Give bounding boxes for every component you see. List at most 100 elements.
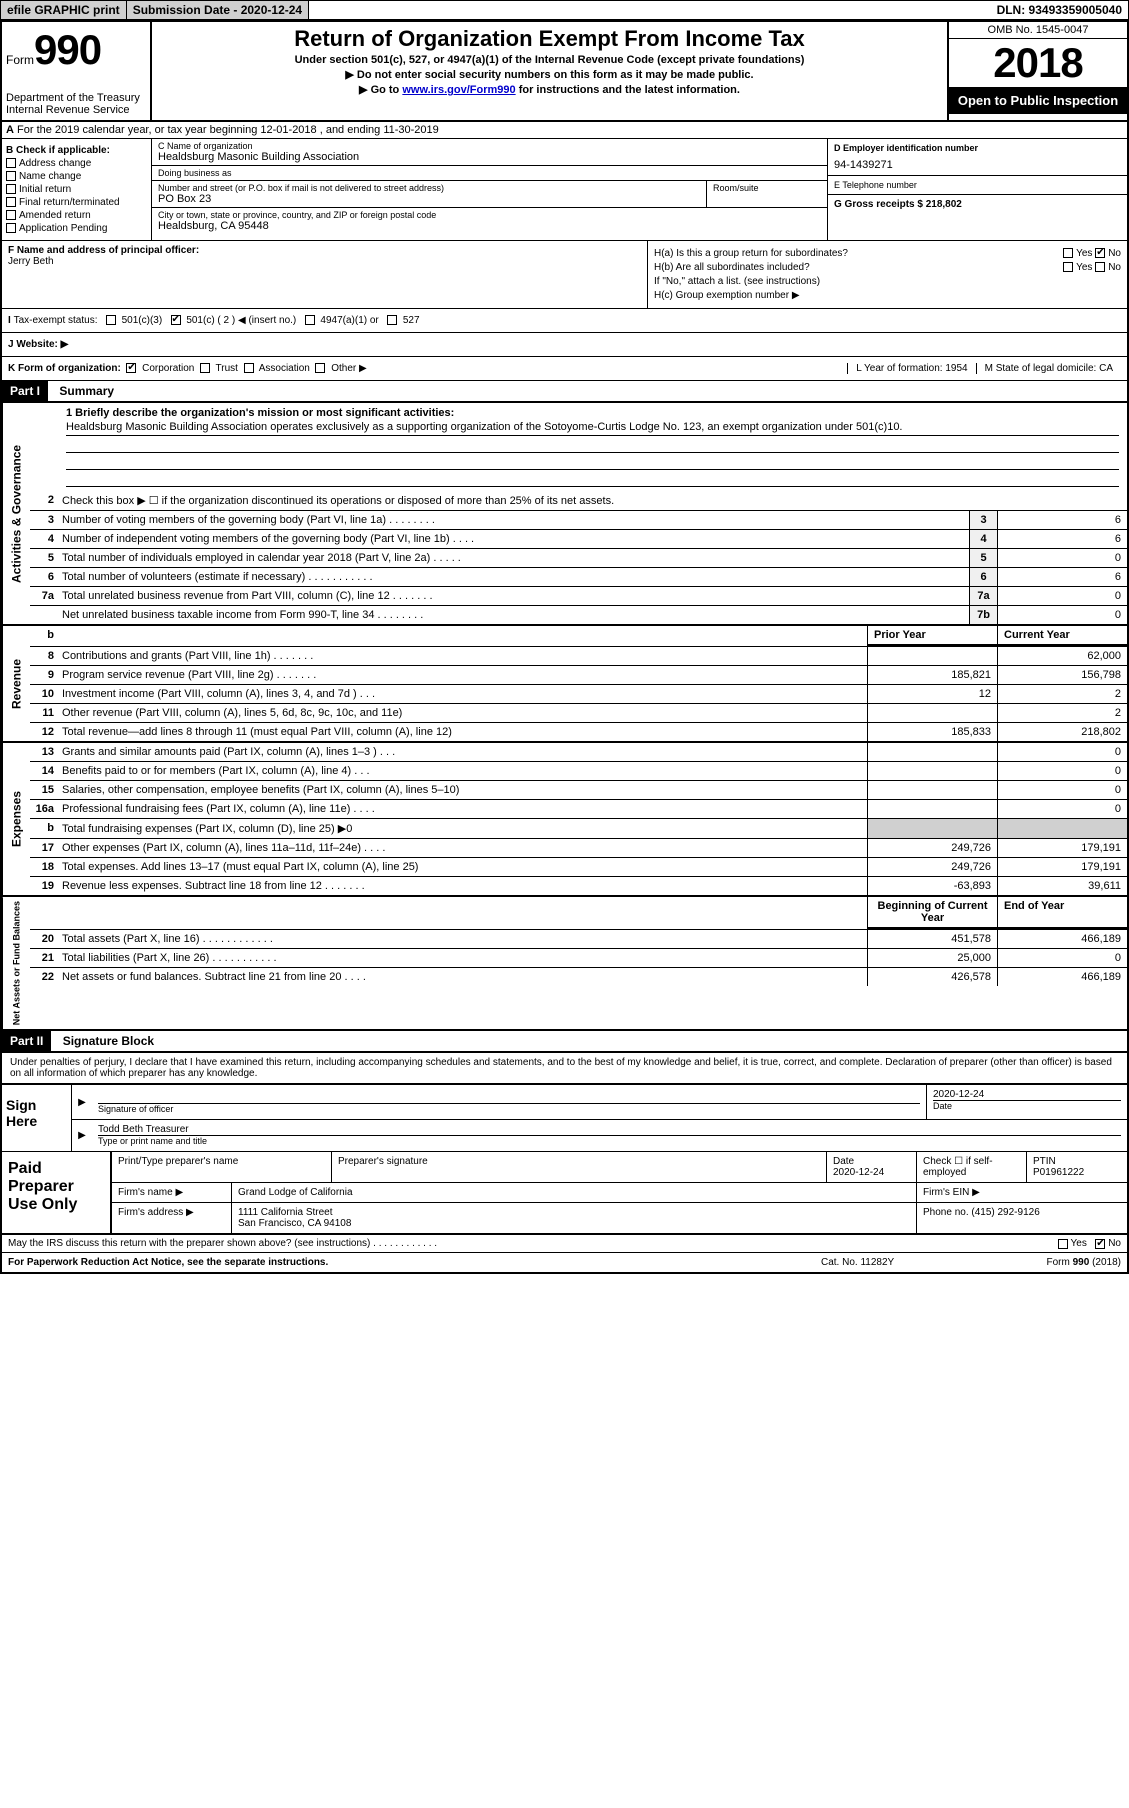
gov-line-6: 6Total number of volunteers (estimate if…	[30, 568, 1127, 587]
col-h: H(a) Is this a group return for subordin…	[647, 241, 1127, 308]
checkbox-initial-return[interactable]: Initial return	[6, 184, 147, 195]
header-right: OMB No. 1545-0047 2018 Open to Public In…	[947, 22, 1127, 120]
side-netassets: Net Assets or Fund Balances	[2, 897, 30, 1029]
checkbox-amended-return[interactable]: Amended return	[6, 210, 147, 221]
checkbox-address-change[interactable]: Address change	[6, 158, 147, 169]
ha-no[interactable]: No	[1095, 248, 1121, 259]
hb-no[interactable]: No	[1095, 262, 1121, 273]
side-governance: Activities & Governance	[2, 403, 30, 624]
k-opt-3[interactable]: Other ▶	[315, 363, 372, 374]
name-label: C Name of organization	[158, 141, 821, 151]
paid-preparer-block: Paid Preparer Use Only Print/Type prepar…	[2, 1152, 1127, 1235]
mission-text: Healdsburg Masonic Building Association …	[66, 419, 1119, 436]
city-label: City or town, state or province, country…	[158, 210, 821, 220]
checkbox-final-return-terminated[interactable]: Final return/terminated	[6, 197, 147, 208]
state-domicile: M State of legal domicile: CA	[976, 363, 1121, 374]
ha-label: H(a) Is this a group return for subordin…	[654, 248, 1063, 259]
line-20: 20Total assets (Part X, line 16) . . . .…	[30, 930, 1127, 949]
org-name: Healdsburg Masonic Building Association	[158, 151, 821, 163]
summary-revenue: Revenue b Prior Year Current Year 8Contr…	[2, 626, 1127, 743]
ptin: P01961222	[1033, 1167, 1084, 1178]
k-opt-0[interactable]: Corporation	[126, 363, 200, 374]
form-number: 990	[34, 26, 101, 74]
note-link: Go to www.irs.gov/Form990 for instructio…	[160, 83, 939, 96]
cb-527[interactable]	[387, 315, 397, 325]
firm-name: Grand Lodge of California	[232, 1183, 917, 1202]
checkbox-application-pending[interactable]: Application Pending	[6, 223, 147, 234]
open-inspection: Open to Public Inspection	[949, 87, 1127, 114]
side-revenue: Revenue	[2, 626, 30, 741]
form-ref: Form 990 (2018)	[971, 1257, 1121, 1268]
year-formation: L Year of formation: 1954	[847, 363, 975, 374]
gov-line-5: 5Total number of individuals employed in…	[30, 549, 1127, 568]
discuss-row: May the IRS discuss this return with the…	[2, 1235, 1127, 1253]
k-label: K Form of organization:	[8, 363, 121, 374]
efile-print-button[interactable]: efile GRAPHIC print	[1, 1, 127, 19]
cb-501c3[interactable]	[106, 315, 116, 325]
line-15: 15Salaries, other compensation, employee…	[30, 781, 1127, 800]
irs-link[interactable]: www.irs.gov/Form990	[402, 84, 515, 96]
gov-line-4: 4Number of independent voting members of…	[30, 530, 1127, 549]
line-12: 12Total revenue—add lines 8 through 11 (…	[30, 723, 1127, 741]
hc-label: H(c) Group exemption number ▶	[654, 290, 800, 301]
firm-phone: Phone no. (415) 292-9126	[917, 1203, 1127, 1233]
room-label: Room/suite	[713, 183, 821, 193]
phone-label: E Telephone number	[834, 180, 1121, 190]
ha-yes[interactable]: Yes	[1063, 248, 1092, 259]
row-a: A For the 2019 calendar year, or tax yea…	[2, 122, 1127, 139]
sig-name-label: Type or print name and title	[98, 1136, 207, 1146]
line-17: 17Other expenses (Part IX, column (A), l…	[30, 839, 1127, 858]
part1-header: Part I Summary	[2, 381, 1127, 403]
part1-title: Summary	[51, 381, 122, 401]
end-year-hdr: End of Year	[997, 897, 1127, 929]
cb-501c[interactable]	[171, 315, 181, 325]
prep-sig-hdr: Preparer's signature	[332, 1152, 827, 1182]
page-footer: For Paperwork Reduction Act Notice, see …	[2, 1253, 1127, 1272]
subtitle: Under section 501(c), 527, or 4947(a)(1)…	[160, 54, 939, 66]
line-13: 13Grants and similar amounts paid (Part …	[30, 743, 1127, 762]
hb-label: H(b) Are all subordinates included?	[654, 262, 1063, 273]
firm-addr1: 1111 California Street	[238, 1207, 910, 1218]
prep-date: 2020-12-24	[833, 1167, 884, 1178]
note-ssn: Do not enter social security numbers on …	[160, 68, 939, 81]
sig-officer-label: Signature of officer	[98, 1104, 173, 1114]
line-16a: 16aProfessional fundraising fees (Part I…	[30, 800, 1127, 819]
line-8: 8Contributions and grants (Part VIII, li…	[30, 647, 1127, 666]
prep-selfemp[interactable]: Check ☐ if self-employed	[917, 1152, 1027, 1182]
begin-year-hdr: Beginning of Current Year	[867, 897, 997, 929]
cb-4947[interactable]	[305, 315, 315, 325]
status-label: Tax-exempt status:	[14, 315, 98, 326]
hb-yes[interactable]: Yes	[1063, 262, 1092, 273]
col-f: F Name and address of principal officer:…	[2, 241, 647, 308]
gross-receipts: G Gross receipts $ 218,802	[834, 199, 1121, 210]
line-9: 9Program service revenue (Part VIII, lin…	[30, 666, 1127, 685]
summary-expenses: Expenses 13Grants and similar amounts pa…	[2, 743, 1127, 897]
gov-line-7a: 7aTotal unrelated business revenue from …	[30, 587, 1127, 606]
header-mid: Return of Organization Exempt From Incom…	[152, 22, 947, 120]
sign-here-block: Sign Here ▶ Signature of officer 2020-12…	[2, 1085, 1127, 1152]
officer-name: Jerry Beth	[8, 256, 641, 267]
prep-name-hdr: Print/Type preparer's name	[112, 1152, 332, 1182]
cat-no: Cat. No. 11282Y	[821, 1257, 971, 1268]
mission-label: 1 Briefly describe the organization's mi…	[66, 407, 454, 419]
pra-notice: For Paperwork Reduction Act Notice, see …	[8, 1257, 821, 1268]
tax-year-range: For the 2019 calendar year, or tax year …	[17, 124, 439, 136]
firm-name-label: Firm's name ▶	[112, 1183, 232, 1202]
mission-block: 1 Briefly describe the organization's mi…	[30, 403, 1127, 491]
header-left: Form 990 Department of the Treasury Inte…	[2, 22, 152, 120]
form-title: Return of Organization Exempt From Incom…	[160, 26, 939, 52]
line-11: 11Other revenue (Part VIII, column (A), …	[30, 704, 1127, 723]
sig-arrow-icon-2: ▶	[72, 1120, 92, 1151]
line-b: bTotal fundraising expenses (Part IX, co…	[30, 819, 1127, 839]
discuss-no[interactable]	[1095, 1239, 1105, 1249]
gov-line-2: 2Check this box ▶ ☐ if the organization …	[30, 491, 1127, 511]
discuss-question: May the IRS discuss this return with the…	[8, 1238, 1058, 1249]
k-opt-2[interactable]: Association	[244, 363, 316, 374]
street-label: Number and street (or P.O. box if mail i…	[158, 183, 700, 193]
tax-exempt-row: I Tax-exempt status: 501(c)(3) 501(c) ( …	[2, 309, 1127, 333]
line-10: 10Investment income (Part VIII, column (…	[30, 685, 1127, 704]
checkbox-name-change[interactable]: Name change	[6, 171, 147, 182]
form-header: Form 990 Department of the Treasury Inte…	[2, 22, 1127, 122]
discuss-yes[interactable]	[1058, 1239, 1068, 1249]
k-opt-1[interactable]: Trust	[200, 363, 244, 374]
